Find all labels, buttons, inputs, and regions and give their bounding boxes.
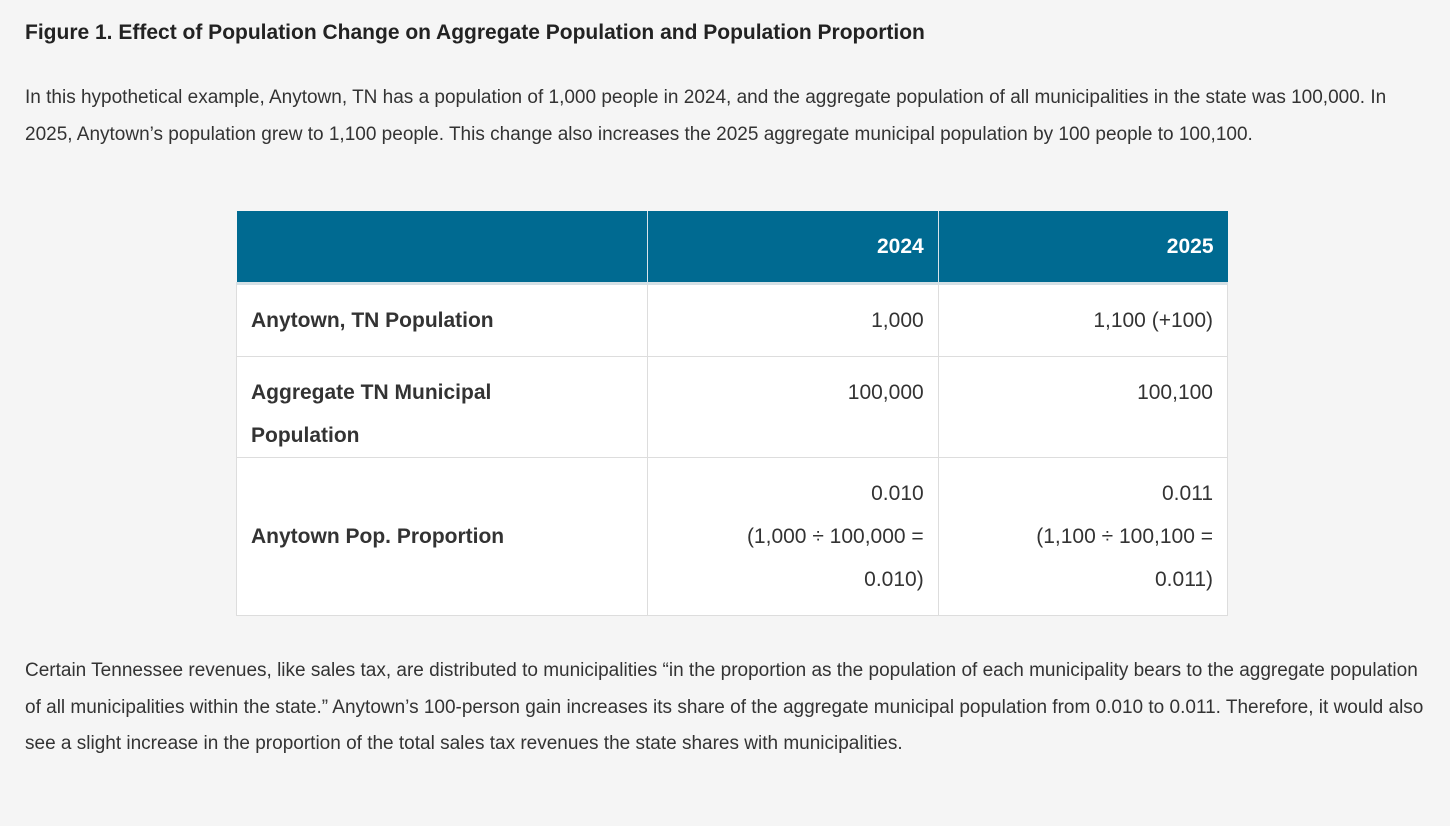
cell-2024: 1,000	[647, 283, 939, 357]
table-row: Anytown, TN Population 1,000 1,100 (+100…	[235, 283, 1229, 357]
proportion-calc-result: 0.011)	[1155, 568, 1213, 591]
population-table: 2024 2025 Anytown, TN Population 1,000 1…	[235, 211, 1229, 616]
header-2024: 2024	[647, 211, 939, 285]
table-row: Anytown Pop. Proportion 0.010 (1,000 ÷ 1…	[235, 457, 1229, 616]
header-empty	[236, 211, 649, 285]
row-label: Anytown, TN Population	[235, 283, 649, 357]
proportion-value: 0.011	[1162, 482, 1213, 505]
intro-paragraph: In this hypothetical example, Anytown, T…	[25, 87, 1387, 145]
figure-title: Figure 1. Effect of Population Change on…	[25, 21, 925, 44]
cell-2025: 0.011 (1,100 ÷ 100,100 = 0.011)	[937, 457, 1229, 616]
cell-2024: 100,000	[647, 356, 939, 458]
cell-2024: 0.010 (1,000 ÷ 100,000 = 0.010)	[647, 457, 939, 616]
row-label: Aggregate TN Municipal Population	[235, 356, 649, 458]
table-header-row: 2024 2025	[236, 211, 1228, 285]
proportion-calc-result: 0.010)	[864, 568, 924, 591]
cell-2025: 100,100	[937, 356, 1229, 458]
table-row: Aggregate TN Municipal Population 100,00…	[235, 356, 1229, 458]
proportion-calc: (1,000 ÷ 100,000 =	[746, 525, 924, 548]
header-2025: 2025	[938, 211, 1228, 285]
proportion-calc: (1,100 ÷ 100,100 =	[1036, 525, 1213, 548]
cell-2025: 1,100 (+100)	[937, 283, 1229, 357]
row-label: Anytown Pop. Proportion	[235, 457, 649, 616]
conclusion-paragraph: Certain Tennessee revenues, like sales t…	[25, 660, 1424, 754]
proportion-value: 0.010	[871, 482, 924, 505]
